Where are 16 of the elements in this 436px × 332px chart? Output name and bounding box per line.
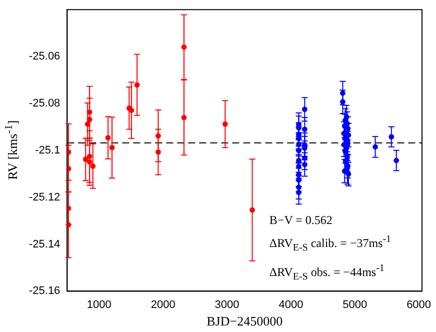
y-tick-label: -25.1 bbox=[35, 144, 60, 156]
annotation: B−V = 0.562 bbox=[269, 212, 334, 230]
y-tick-label: -25.08 bbox=[28, 98, 60, 110]
y-tick-label: -25.16 bbox=[28, 285, 60, 298]
x-tick-label: 5000 bbox=[342, 298, 368, 311]
y-tick-label: -25.06 bbox=[28, 50, 60, 63]
x-tick-label: 2000 bbox=[150, 298, 176, 311]
x-tick-label: 3000 bbox=[214, 298, 240, 311]
x-tick-label: 4000 bbox=[278, 298, 304, 311]
y-tick-label: -25.14 bbox=[28, 238, 60, 250]
y-tick-label: -25.12 bbox=[28, 191, 60, 204]
x-tick-label: 1000 bbox=[86, 298, 112, 311]
x-tick-label: 6000 bbox=[406, 298, 432, 311]
annotation: ΔRV$_{E-S}$ calib. = −37ms$^{-1}$ bbox=[269, 233, 392, 256]
annotation: ΔRV$_{E-S}$ obs. = −44ms$^{-1}$ bbox=[269, 262, 386, 284]
x-axis-title: BJD−2450000 bbox=[206, 314, 283, 329]
